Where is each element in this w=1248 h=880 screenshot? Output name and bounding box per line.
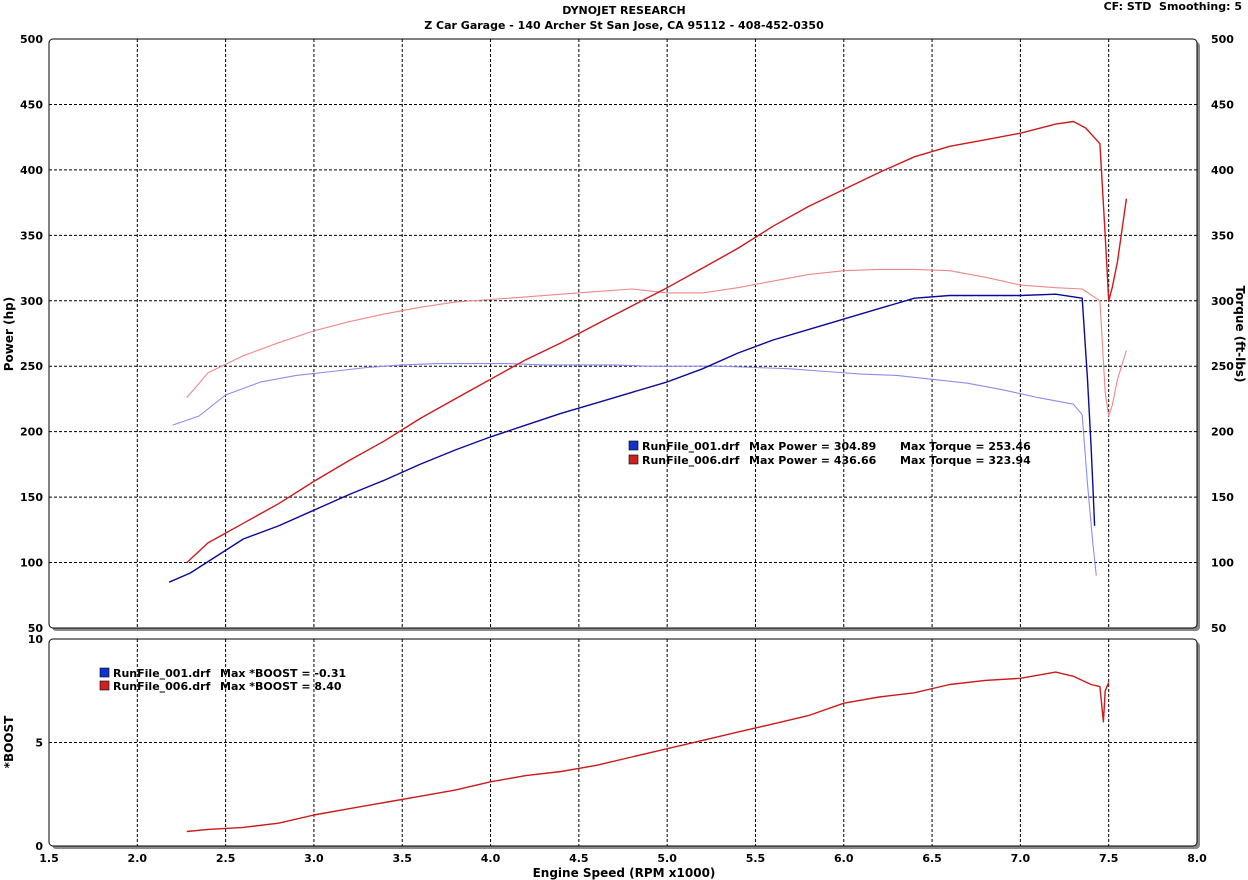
y-tick-label-right: 200 [1211, 426, 1234, 439]
boost-y-tick-label: 10 [28, 633, 44, 646]
x-tick-label: 7.0 [1011, 852, 1031, 865]
legend-max-power: Max Power = 436.66 [749, 454, 877, 467]
legend-max-torque: Max Torque = 323.94 [900, 454, 1031, 467]
y-tick-label-left: 450 [20, 98, 43, 111]
y-tick-label-right: 50 [1211, 622, 1227, 635]
run2_torque-line [186, 268, 1127, 417]
y-tick-label-right: 300 [1211, 295, 1234, 308]
run1_power-line [168, 293, 1096, 583]
y-tick-label-left: 200 [20, 426, 43, 439]
y-tick-label-left: 400 [20, 164, 43, 177]
x-tick-label: 6.5 [922, 852, 942, 865]
legend-max-power: Max Power = 304.89 [749, 440, 876, 453]
x-tick-label: 3.0 [304, 852, 324, 865]
chart-subtitle: Z Car Garage - 140 Archer St San Jose, C… [424, 19, 824, 32]
boost-legend-max: Max *BOOST = -0.31 [220, 667, 346, 680]
x-tick-label: 6.0 [834, 852, 854, 865]
x-axis-label: Engine Speed (RPM x1000) [533, 866, 716, 880]
y-tick-label-right: 250 [1211, 360, 1234, 373]
x-tick-label: 3.5 [392, 852, 412, 865]
x-tick-label: 1.5 [39, 852, 59, 865]
legend-max-torque: Max Torque = 253.46 [900, 440, 1031, 453]
x-tick-label: 5.5 [746, 852, 766, 865]
boost-legend-swatch [99, 680, 110, 691]
legend-swatch [628, 454, 639, 465]
y-tick-label-left: 300 [20, 295, 43, 308]
y-tick-label-left: 150 [20, 491, 43, 504]
x-tick-label: 8.0 [1187, 852, 1207, 865]
legend-file: RunFile_006.drf [642, 454, 740, 467]
x-tick-label: 4.0 [481, 852, 501, 865]
y-tick-label-left: 350 [20, 229, 43, 242]
run2_power-line [186, 120, 1128, 564]
boost-legend-file: RunFile_006.drf [113, 680, 211, 693]
correction-settings: CF: STD Smoothing: 5 [1103, 0, 1242, 13]
boost-y-axis-label: *BOOST [2, 715, 16, 768]
legend-file: RunFile_001.drf [642, 440, 740, 453]
y-axis-label-left: Power (hp) [2, 297, 16, 371]
y-tick-label-right: 350 [1211, 229, 1234, 242]
x-tick-label: 7.5 [1099, 852, 1119, 865]
x-tick-label: 2.5 [216, 852, 236, 865]
y-tick-label-right: 450 [1211, 98, 1234, 111]
boost-legend-file: RunFile_001.drf [113, 667, 211, 680]
run1_torque-line [172, 363, 1097, 576]
y-axis-label-right: Torque (ft-lbs) [1233, 286, 1247, 383]
chart-title: DYNOJET RESEARCH [562, 4, 686, 17]
y-tick-label-right: 400 [1211, 164, 1234, 177]
power-panel-frame [48, 38, 1198, 629]
x-tick-label: 4.5 [569, 852, 589, 865]
y-tick-label-left: 100 [20, 557, 43, 570]
x-tick-label: 2.0 [128, 852, 148, 865]
y-tick-label-right: 150 [1211, 491, 1234, 504]
x-tick-label: 5.0 [657, 852, 677, 865]
boost-legend-swatch [99, 667, 110, 678]
y-tick-label-right: 500 [1211, 33, 1234, 46]
y-tick-label-right: 100 [1211, 557, 1234, 570]
y-tick-label-left: 50 [28, 622, 44, 635]
boost-legend-max: Max *BOOST = 8.40 [220, 680, 342, 693]
legend-swatch [628, 440, 639, 451]
y-tick-label-left: 250 [20, 360, 43, 373]
boost-line [186, 671, 1110, 833]
boost-y-tick-label: 5 [35, 737, 43, 750]
boost-y-tick-label: 0 [35, 840, 43, 853]
y-tick-label-left: 500 [20, 33, 43, 46]
